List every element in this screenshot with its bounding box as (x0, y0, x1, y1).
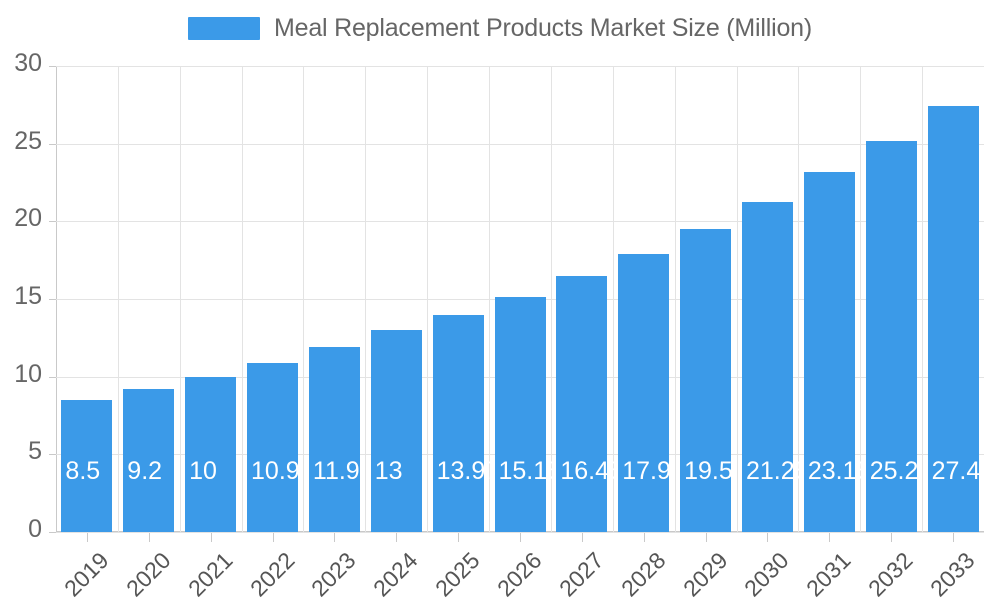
bar-value-label: 10 (189, 457, 217, 485)
legend-label: Meal Replacement Products Market Size (M… (273, 14, 812, 42)
gridline-vertical (365, 66, 366, 532)
bar[interactable]: 23.15 (803, 172, 870, 532)
gridline-horizontal (56, 66, 984, 67)
bar[interactable]: 17.9 (618, 253, 671, 532)
bar[interactable]: 19.5 (680, 229, 733, 532)
bar-value-label: 11.9 (312, 457, 360, 485)
y-tick-label: 0 (28, 515, 42, 543)
gridline-vertical (613, 66, 614, 532)
bar-value-label: 8.5 (65, 457, 101, 485)
gridline-vertical (303, 66, 304, 532)
x-tick-label: 2020 (120, 547, 176, 602)
y-tick-label: 5 (28, 437, 42, 466)
bar[interactable]: 11.9 (308, 347, 360, 532)
x-tick-mark (644, 533, 645, 542)
gridline-horizontal (56, 221, 984, 223)
x-tick-mark (706, 533, 707, 542)
bar[interactable]: 9.2 (123, 389, 175, 532)
x-tick-label: 2025 (430, 547, 485, 602)
y-tick-mark (49, 143, 56, 145)
bar[interactable]: 15.15 (494, 296, 561, 532)
gridline-vertical (551, 66, 552, 532)
bar[interactable]: 10.9 (247, 362, 300, 532)
x-tick-label: 2032 (863, 547, 918, 602)
bar-value-label: 17.9 (622, 457, 671, 485)
x-tick-mark (520, 533, 521, 542)
y-tick-mark (49, 376, 56, 378)
y-tick-label: 30 (14, 49, 42, 77)
y-tick-mark (49, 299, 56, 300)
x-tick-label: 2026 (491, 547, 547, 602)
gridline-vertical (675, 66, 676, 532)
x-tick-label: 2033 (925, 547, 980, 602)
y-tick-label: 20 (14, 204, 42, 233)
gridline-vertical (860, 66, 861, 532)
x-tick-mark (334, 533, 335, 542)
x-tick-label: 2024 (368, 547, 423, 602)
bar-value-label: 9.2 (127, 457, 163, 485)
chart-legend: Meal Replacement Products Market Size (M… (0, 14, 1000, 43)
x-tick-mark (396, 533, 397, 542)
bar[interactable]: 27.45 (927, 105, 994, 532)
bar-value-label: 10.9 (251, 457, 300, 485)
y-tick-label: 25 (14, 126, 42, 155)
bar[interactable]: 8.5 (61, 399, 113, 532)
bar[interactable]: 16.45 (556, 276, 623, 532)
gridline-vertical (118, 66, 119, 532)
x-tick-label: 2029 (677, 547, 733, 602)
x-tick-label: 2019 (58, 547, 114, 602)
bar-value-label: 13 (374, 457, 403, 485)
x-tick-mark (458, 533, 459, 542)
x-tick-label: 2027 (553, 547, 609, 602)
bar[interactable]: 21.25 (741, 201, 809, 532)
gridline-vertical (242, 66, 243, 532)
gridline-vertical (737, 66, 738, 532)
gridline-vertical (489, 66, 490, 532)
x-tick-label: 2031 (801, 547, 856, 602)
gridline-horizontal (56, 532, 984, 533)
x-tick-mark (87, 533, 88, 542)
bar-value-label: 25.2 (869, 457, 919, 485)
x-tick-label: 2021 (182, 547, 238, 602)
y-tick-mark (49, 454, 56, 456)
bar-value-label: 23.15 (807, 457, 871, 485)
bar[interactable]: 25.2 (865, 140, 919, 532)
x-tick-label: 2022 (244, 547, 300, 602)
x-tick-mark (211, 533, 212, 542)
bar-value-label: 15.15 (498, 457, 562, 485)
bar[interactable]: 13 (370, 330, 422, 532)
x-tick-mark (829, 533, 830, 542)
x-tick-label: 2028 (615, 547, 671, 602)
x-tick-mark (891, 533, 892, 542)
x-tick-label: 2023 (306, 547, 361, 602)
bar-value-label: 16.45 (560, 457, 623, 485)
bar[interactable]: 13.97 (432, 315, 499, 532)
gridline-vertical (427, 66, 428, 532)
y-tick-label: 15 (14, 282, 42, 310)
gridline-vertical (922, 66, 923, 532)
gridline-vertical (798, 66, 799, 532)
y-tick-mark (49, 66, 56, 67)
y-tick-mark (49, 221, 56, 223)
bar-value-label: 13.97 (436, 457, 500, 485)
x-tick-mark (273, 533, 274, 542)
y-tick-label: 10 (14, 359, 42, 388)
x-tick-mark (767, 533, 768, 542)
x-tick-mark (149, 533, 150, 542)
x-tick-label: 2030 (739, 547, 795, 602)
x-tick-mark (582, 533, 583, 542)
gridline-horizontal (56, 143, 984, 145)
bar-value-label: 19.5 (684, 457, 733, 485)
bar-value-label: 27.45 (931, 457, 995, 485)
x-axis-labels: 2019 2020 2021 2022 2023 2024 2025 2026 2027 2028… (56, 533, 984, 602)
bar-value-label: 21.25 (745, 457, 809, 485)
y-tick-mark (49, 532, 56, 533)
x-tick-mark (953, 533, 954, 542)
gridline-vertical (180, 66, 181, 532)
plot-area: 0 5 10 15 20 25 30 8.5 9.2 10 10.9 11.9 13 13.97 15.1… (14, 49, 994, 543)
bar[interactable]: 10 (185, 376, 237, 532)
legend-color-swatch (187, 17, 260, 40)
